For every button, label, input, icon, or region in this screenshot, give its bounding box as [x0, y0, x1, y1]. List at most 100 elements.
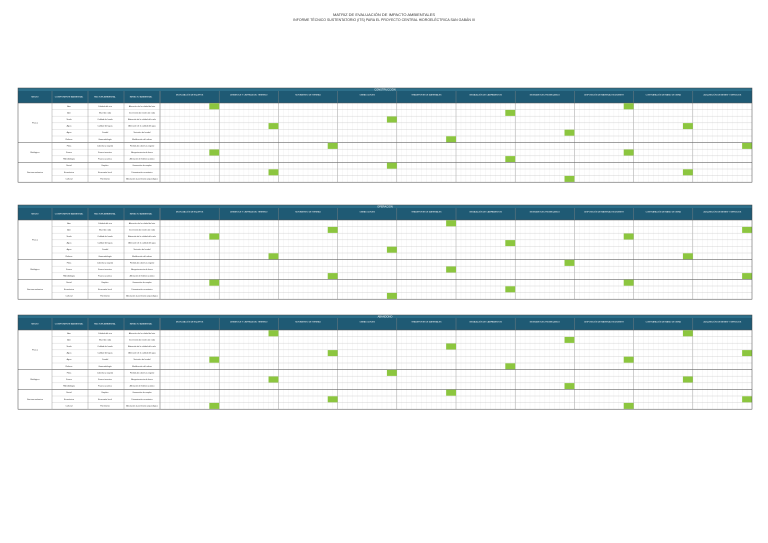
factor: Patrimonio	[100, 404, 110, 407]
factor: Fauna terrestre	[98, 268, 113, 271]
activity-header: TRANSPORTE DE MATERIALES	[411, 211, 442, 214]
component: Relieve	[66, 139, 74, 141]
component: Agua	[67, 358, 73, 361]
factor: Economía local	[98, 289, 112, 291]
factor: Patrimonio	[100, 294, 110, 297]
highlight-cell	[386, 246, 397, 253]
component: Fauna	[66, 379, 73, 381]
highlight-cell	[682, 169, 693, 176]
factor: Calidad del agua	[97, 243, 113, 245]
activity-header: MONTAJE ELECTROMECÁNICO	[530, 321, 561, 324]
highlight-cell	[742, 226, 752, 233]
medium-label: Biológico	[31, 152, 41, 154]
component: Suelo	[66, 119, 72, 121]
impact: Modificación del relieve	[132, 365, 152, 368]
impact: Alteración de la calidad del agua	[128, 242, 156, 245]
activity-header: MOVILIZACIÓN DE EQUIPOS	[176, 211, 204, 214]
highlight-cell	[742, 396, 752, 403]
activity-header: TRANSPORTE DE MATERIALES	[411, 94, 442, 97]
highlight-cell	[564, 259, 575, 266]
highlight-cell	[386, 162, 397, 169]
highlight-cell	[209, 279, 220, 286]
section-frame	[17, 204, 753, 300]
medium-label: Físico	[32, 239, 39, 241]
component: Cultural	[66, 404, 73, 407]
activity-header: DISPOSICIÓN DE MATERIAL EXCEDENTE	[584, 321, 624, 324]
section-band	[18, 315, 752, 318]
activity-header: MONTAJE ELECTROMECÁNICO	[530, 211, 561, 214]
factor: Nivel de ruido	[99, 112, 112, 114]
highlight-cell	[327, 396, 338, 403]
impact: Alteración de la calidad del aire	[129, 222, 155, 225]
impact: Variación del caudal	[134, 358, 151, 361]
factor: Cobertura vegetal	[97, 144, 113, 147]
activity-header: DISPOSICIÓN DE MATERIAL EXCEDENTE	[584, 94, 624, 97]
column-header: MEDIO	[31, 324, 38, 326]
impact: Variación del caudal	[134, 248, 151, 251]
impact: Ahuyentamiento de fauna	[131, 378, 153, 381]
factor: Fauna acuática	[98, 158, 113, 161]
highlight-cell	[505, 286, 516, 293]
component: Social	[66, 165, 72, 167]
highlight-cell	[327, 142, 338, 149]
component: Flora	[67, 372, 72, 374]
highlight-cell	[682, 253, 693, 260]
highlight-cell	[505, 363, 516, 370]
impact: Dinamización económica	[131, 399, 153, 401]
component: Agua	[67, 125, 73, 128]
medium-label: Físico	[32, 349, 39, 351]
impact: Alteración de la calidad del aire	[129, 105, 155, 108]
highlight-cell	[386, 292, 397, 299]
highlight-cell	[209, 103, 220, 110]
column-header: IMPACTO AMBIENTAL	[130, 96, 153, 99]
highlight-cell	[505, 240, 516, 247]
factor: Calidad del suelo	[97, 346, 113, 348]
activity-header: INSTALACIÓN DE CAMPAMENTOS	[469, 94, 502, 97]
factor: Nivel de ruido	[99, 229, 112, 231]
section-title: CONSTRUCCIÓN	[374, 86, 395, 91]
activity-header: OBRAS CIVILES	[360, 211, 376, 214]
component: Hidrobiología	[63, 159, 76, 161]
highlight-cell	[623, 402, 634, 409]
component: Económico	[64, 289, 75, 291]
impact: Alteración de la calidad del suelo	[128, 118, 156, 121]
activity-header: DESBROCE Y LIMPIEZA DEL TERRENO	[230, 321, 268, 324]
component: Aire	[67, 228, 71, 231]
medium-label: Biológico	[31, 379, 41, 381]
factor: Geomorfología	[98, 366, 112, 368]
highlight-cell	[268, 123, 279, 130]
highlight-cell	[268, 376, 279, 383]
factor: Calidad del aire	[98, 106, 113, 108]
impact: Generación de empleo	[132, 164, 151, 167]
component: Aire	[67, 105, 71, 108]
highlight-cell	[564, 129, 575, 136]
highlight-cell	[682, 123, 693, 130]
impact: Alteración de la calidad del agua	[128, 352, 156, 355]
component: Aire	[67, 111, 71, 114]
highlight-cell	[623, 149, 634, 156]
impact: Afectación al patrimonio arqueológico	[126, 404, 158, 407]
highlight-cell	[742, 273, 752, 280]
highlight-cell	[446, 220, 456, 227]
activity-header: INSTALACIÓN DE CAMPAMENTOS	[469, 211, 502, 214]
factor: Geomorfología	[98, 256, 112, 258]
highlight-cell	[623, 103, 634, 110]
factor: Fauna terrestre	[98, 378, 113, 381]
highlight-cell	[327, 350, 338, 357]
impact: Afectación al patrimonio arqueológico	[126, 294, 158, 297]
impact: Alteración de la calidad del suelo	[128, 235, 156, 238]
header-row	[18, 208, 752, 220]
impact: Ahuyentamiento de fauna	[131, 151, 153, 154]
component: Aire	[67, 222, 71, 225]
activity-header: INSTALACIÓN DE CAMPAMENTOS	[469, 321, 502, 324]
component: Agua	[67, 352, 73, 355]
factor: Fauna acuática	[98, 385, 113, 388]
highlight-cell	[268, 330, 279, 337]
component: Cultural	[66, 294, 73, 297]
factor: Economía local	[98, 399, 112, 401]
highlight-cell	[564, 336, 575, 343]
activity-header: MOVIMIENTO DE TIERRAS	[295, 321, 321, 324]
impact: Incremento de niveles de ruido	[129, 338, 155, 341]
component: Hidrobiología	[63, 386, 76, 388]
highlight-cell	[505, 109, 516, 116]
